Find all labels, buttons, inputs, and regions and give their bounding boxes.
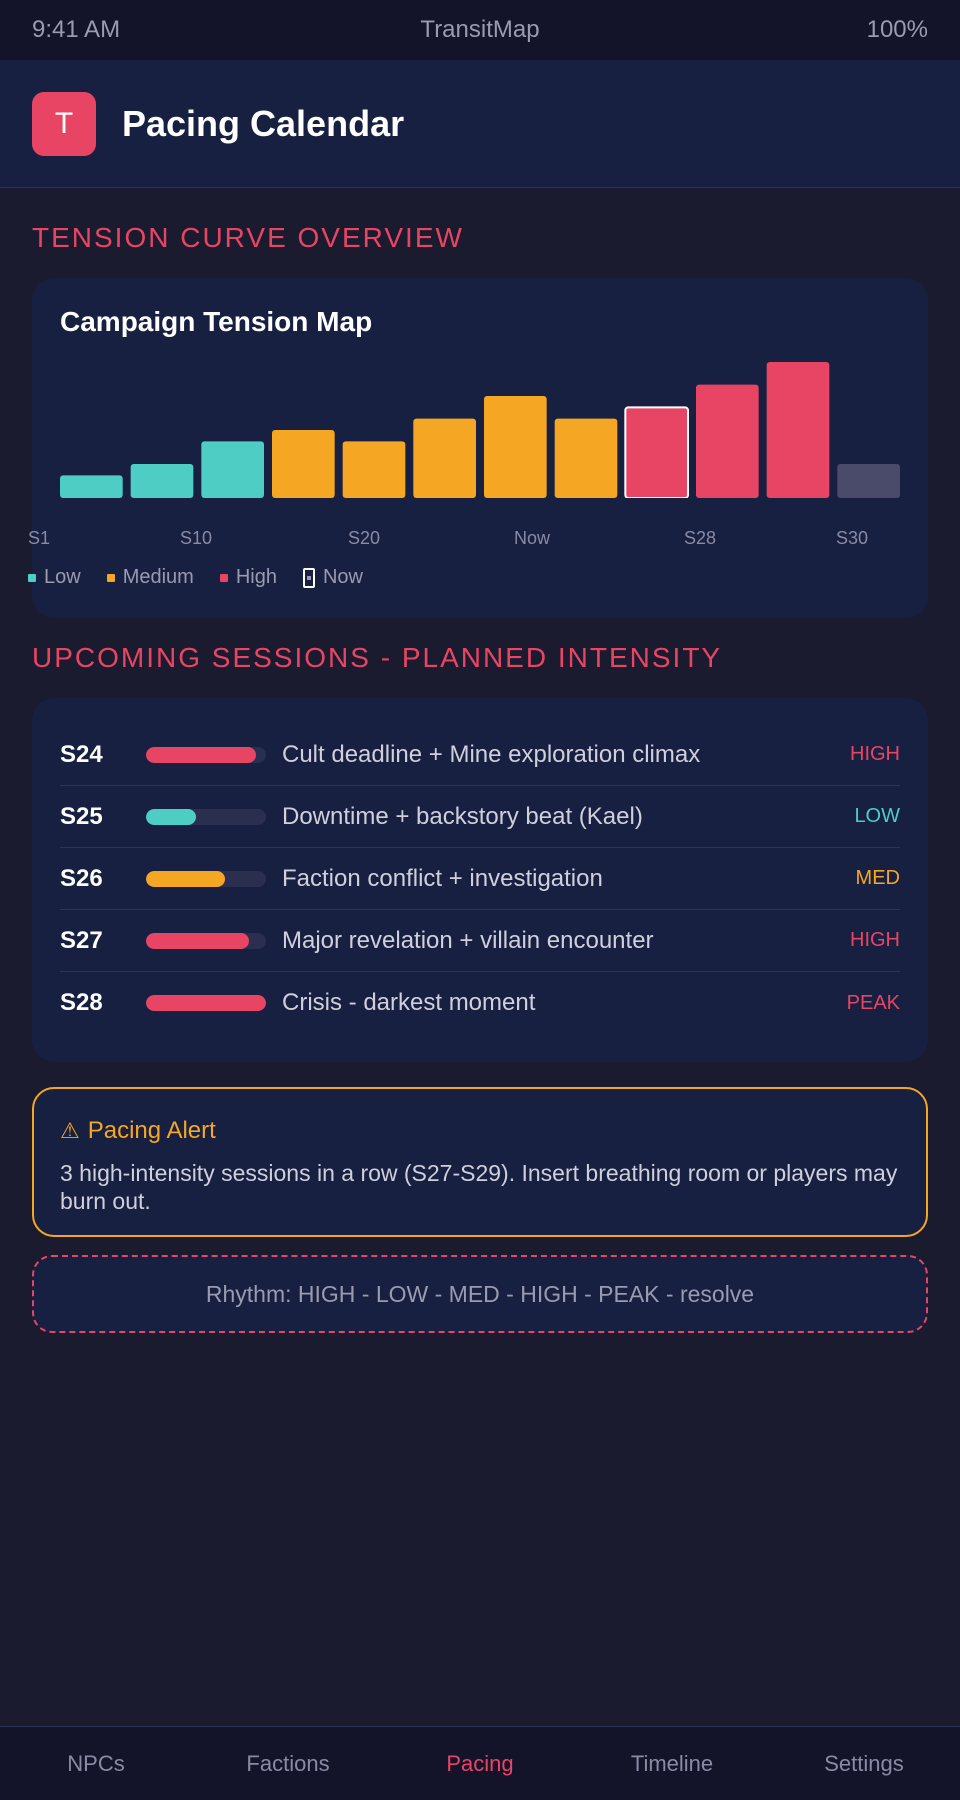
chart-tick-label: S28 — [683, 528, 717, 548]
nav-tab-pacing[interactable]: Pacing — [446, 1750, 514, 1776]
legend-label: High — [235, 566, 277, 588]
chart-tick-label: S20 — [347, 528, 381, 548]
upcoming-section-heading: UPCOMING SESSIONS - PLANNED INTENSITY — [32, 642, 723, 673]
legend-label: Medium — [122, 566, 194, 588]
tension-section-heading: TENSION CURVE OVERVIEW — [32, 222, 464, 253]
alert-title: Pacing Alert — [87, 1117, 216, 1144]
legend-swatch — [219, 573, 228, 582]
chart-bar[interactable] — [554, 418, 618, 498]
pacing-alert: ⚠ Pacing Alert 3 high-intensity sessions… — [32, 1087, 928, 1237]
chart-bar[interactable] — [837, 464, 900, 498]
intensity-bar-fill — [146, 932, 250, 949]
chart-legend: Low Medium High Now — [28, 566, 389, 589]
chart-bar-now[interactable] — [624, 406, 689, 498]
session-id: S27 — [60, 926, 103, 954]
chart-bar[interactable] — [696, 384, 759, 498]
session-id: S26 — [60, 864, 103, 892]
session-description: Major revelation + villain encounter — [282, 926, 654, 954]
nav-tab-timeline[interactable]: Timeline — [630, 1750, 714, 1776]
intensity-bar — [146, 746, 266, 763]
session-row-s24[interactable]: S24 Cult deadline + Mine exploration clim… — [60, 724, 900, 786]
intensity-bar — [146, 995, 266, 1011]
chart-bar[interactable] — [272, 430, 335, 498]
nav-tab-npcs[interactable]: NPCs — [67, 1750, 125, 1776]
legend-swatch — [28, 573, 36, 582]
chart-tick-label: S1 — [28, 528, 51, 548]
warning-icon: ⚠ — [60, 1118, 80, 1143]
session-id: S28 — [60, 989, 103, 1016]
session-row-s28[interactable]: S28 Crisis - darkest moment PEAK — [60, 972, 900, 1034]
session-row-s25[interactable]: S25 Downtime + backstory beat (Kael) LOW — [60, 786, 900, 848]
rhythm-summary: Rhythm: HIGH - LOW - MED - HIGH - PEAK -… — [32, 1255, 928, 1333]
chart-tick-label: Now — [513, 528, 551, 548]
chart-bar[interactable] — [766, 362, 830, 498]
tension-chart-card: Campaign Tension Map — [32, 278, 928, 618]
session-row-s26[interactable]: S26 Faction conflict + investigation MED — [60, 848, 900, 910]
chart-bar[interactable] — [60, 475, 123, 498]
session-level-badge: HIGH — [850, 743, 900, 765]
chart-bar[interactable] — [484, 396, 547, 498]
chart-tick-label: S10 — [179, 528, 213, 548]
bottom-nav: NPCs Factions Pacing Timeline Settings — [0, 1726, 960, 1800]
nav-tab-settings[interactable]: Settings — [824, 1750, 904, 1776]
chart-title: Campaign Tension Map — [60, 306, 373, 337]
session-description: Cult deadline + Mine exploration climax — [282, 740, 701, 768]
session-id: S25 — [60, 802, 103, 830]
status-app-name: TransitMap — [420, 16, 540, 43]
session-description: Faction conflict + investigation — [282, 864, 603, 892]
tension-chart — [60, 362, 900, 498]
nav-tab-factions[interactable]: Factions — [246, 1750, 330, 1776]
legend-item-high: High — [219, 566, 277, 589]
chart-x-axis-ticks: S1 S10 S20 Now S28 S30 — [28, 528, 868, 558]
session-level-badge: PEAK — [846, 991, 900, 1014]
intensity-bar-fill — [146, 870, 226, 887]
session-description: Crisis - darkest moment — [282, 989, 536, 1016]
app-logo-letter: T — [54, 106, 74, 140]
legend-swatch — [106, 573, 115, 582]
session-level-badge: MED — [855, 867, 900, 889]
intensity-bar — [146, 808, 266, 825]
session-row-s27[interactable]: S27 Major revelation + villain encounter H… — [60, 910, 900, 972]
alert-text: 3 high-intensity sessions in a row (S27-… — [60, 1160, 898, 1214]
chart-bar[interactable] — [342, 441, 406, 498]
intensity-bar-fill — [146, 808, 197, 825]
status-time: 9:41 AM — [32, 16, 121, 43]
chart-bar[interactable] — [130, 464, 194, 498]
session-level-badge: HIGH — [850, 929, 900, 951]
legend-swatch — [302, 567, 315, 588]
session-id: S24 — [60, 740, 103, 768]
session-level-badge: LOW — [854, 805, 900, 827]
intensity-bar-fill — [146, 995, 266, 1011]
legend-label: Now — [322, 566, 363, 588]
session-description: Downtime + backstory beat (Kael) — [282, 802, 643, 830]
chart-bar[interactable] — [201, 441, 264, 498]
legend-item-low: Low — [28, 566, 81, 589]
sessions-card: S24 Cult deadline + Mine exploration clim… — [32, 698, 928, 1062]
legend-label: Low — [44, 566, 81, 588]
status-battery: 100% — [866, 16, 928, 43]
app-header: T Pacing Calendar — [0, 60, 960, 188]
chart-bar[interactable] — [413, 418, 476, 498]
legend-item-now: Now — [302, 566, 363, 589]
chart-tick-label: S30 — [835, 528, 868, 548]
page-title: Pacing Calendar — [122, 102, 405, 144]
intensity-bar — [146, 932, 266, 949]
alert-title-row: ⚠ Pacing Alert — [60, 1117, 900, 1145]
legend-item-medium: Medium — [106, 566, 194, 589]
app-logo[interactable]: T — [32, 91, 96, 156]
intensity-bar-fill — [146, 746, 257, 763]
intensity-bar — [146, 870, 266, 887]
status-bar: 9:41 AM TransitMap 100% — [0, 0, 960, 60]
